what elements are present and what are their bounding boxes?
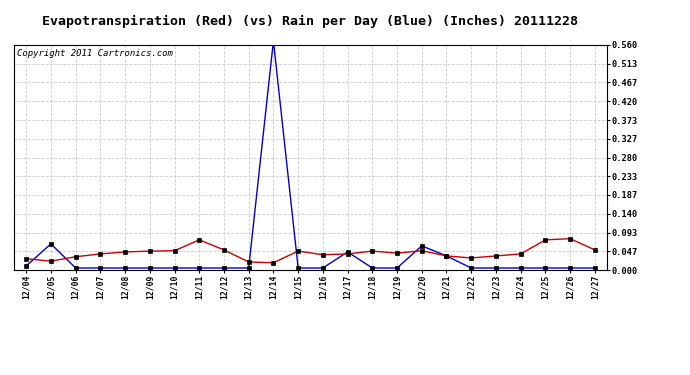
Text: Evapotranspiration (Red) (vs) Rain per Day (Blue) (Inches) 20111228: Evapotranspiration (Red) (vs) Rain per D… [43,15,578,28]
Text: Copyright 2011 Cartronics.com: Copyright 2011 Cartronics.com [17,50,172,58]
